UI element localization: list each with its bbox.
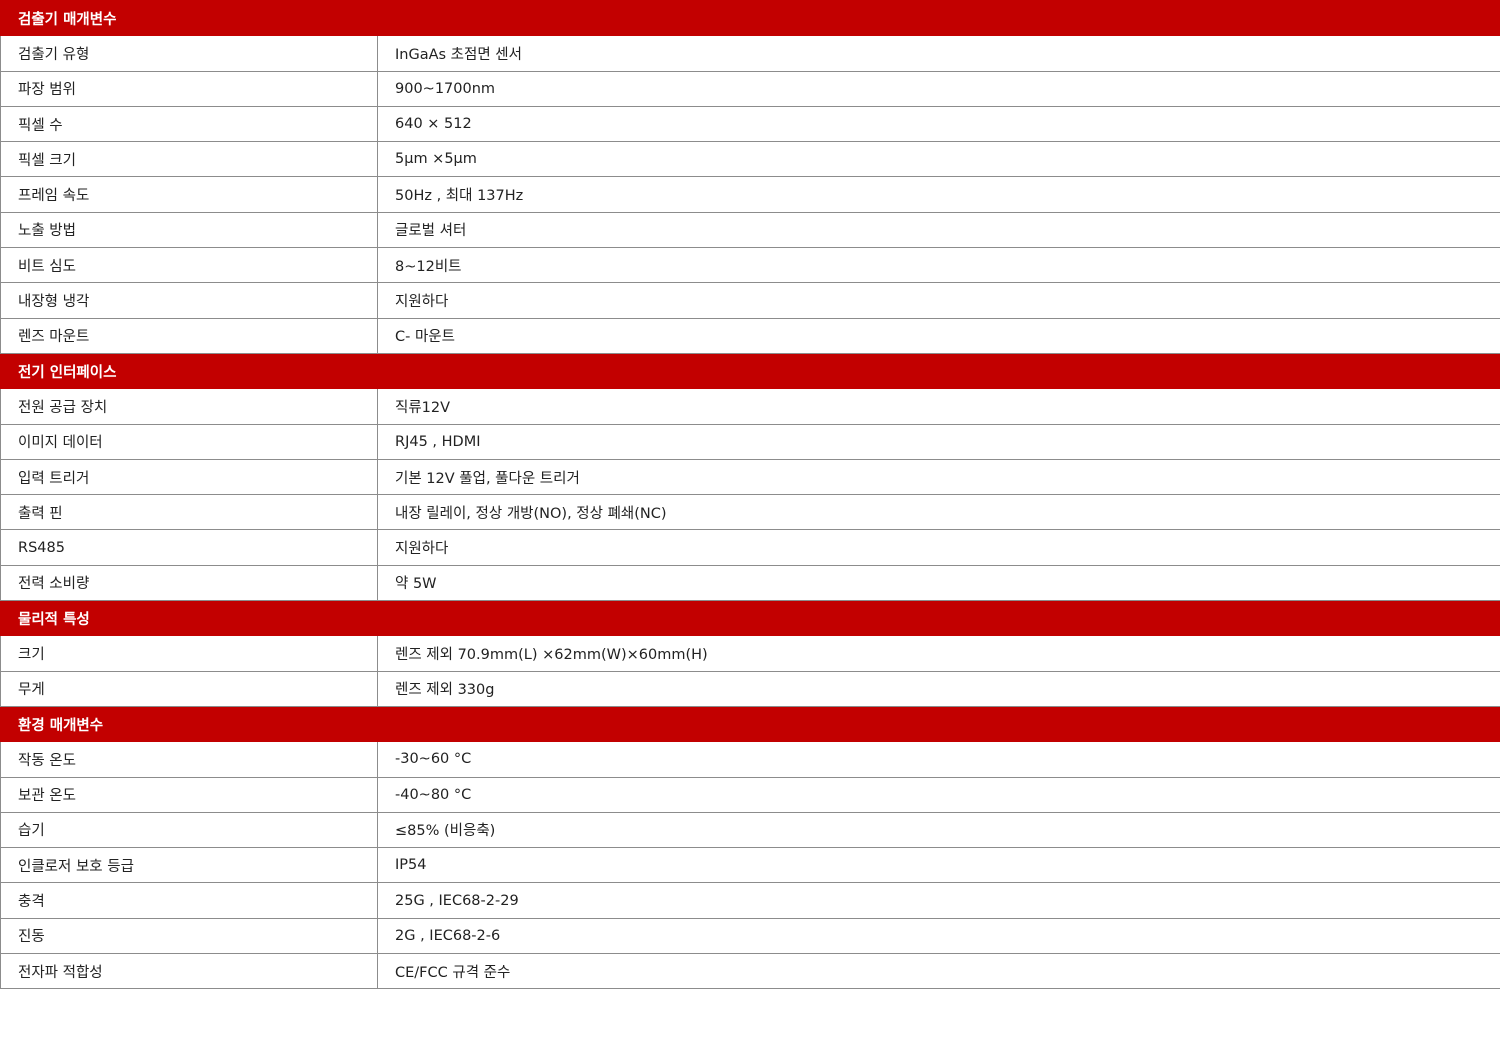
row-label: 진동	[0, 917, 378, 955]
row-label: 비트 심도	[0, 247, 378, 284]
row-label: 작동 온도	[0, 741, 378, 778]
table-row: 프레임 속도 50Hz , 최대 137Hz	[0, 176, 1500, 213]
row-label: 무게	[0, 670, 378, 707]
table-row: RS485 지원하다	[0, 529, 1500, 566]
table-row: 검출기 유형 InGaAs 초점면 센서	[0, 35, 1500, 72]
section-title: 검출기 매개변수	[0, 0, 1500, 37]
row-label: 출력 핀	[0, 494, 378, 531]
table-row: 출력 핀 내장 릴레이, 정상 개방(NO), 정상 폐쇄(NC)	[0, 494, 1500, 531]
row-label: 습기	[0, 811, 378, 849]
row-label: 입력 트리거	[0, 458, 378, 496]
spec-table-body: 검출기 매개변수 검출기 유형 InGaAs 초점면 센서 파장 범위 900~…	[0, 0, 1500, 990]
table-row: 크기 렌즈 제외 70.9mm(L) ×62mm(W)×60mm(H)	[0, 635, 1500, 672]
table-row: 전력 소비량 약 5W	[0, 564, 1500, 602]
row-label: 전자파 적합성	[0, 953, 378, 990]
row-label: 전력 소비량	[0, 564, 378, 602]
row-value: -40~80 °C	[377, 776, 1500, 813]
table-row: 파장 범위 900~1700nm	[0, 70, 1500, 107]
section-header-physical: 물리적 특성	[0, 600, 1500, 637]
row-label: 전원 공급 장치	[0, 388, 378, 425]
table-row: 전자파 적합성 CE/FCC 규격 준수	[0, 953, 1500, 990]
row-value: IP54	[377, 847, 1500, 884]
row-value: 렌즈 제외 70.9mm(L) ×62mm(W)×60mm(H)	[377, 635, 1500, 672]
row-value: 렌즈 제외 330g	[377, 670, 1500, 707]
row-label: 보관 온도	[0, 776, 378, 813]
row-value: 직류12V	[377, 388, 1500, 425]
row-value: 약 5W	[377, 564, 1500, 602]
table-row: 인클로저 보호 등급 IP54	[0, 847, 1500, 884]
table-row: 노출 방법 글로벌 셔터	[0, 211, 1500, 249]
row-value: 기본 12V 풀업, 풀다운 트리거	[377, 458, 1500, 496]
row-value: C- 마운트	[377, 317, 1500, 354]
row-label: 내장형 냉각	[0, 282, 378, 319]
table-row: 픽셀 수 640 × 512	[0, 105, 1500, 143]
row-value: 글로벌 셔터	[377, 211, 1500, 249]
table-row: 무게 렌즈 제외 330g	[0, 670, 1500, 707]
table-row: 픽셀 크기 5μm ×5μm	[0, 141, 1500, 178]
row-value: -30~60 °C	[377, 741, 1500, 778]
row-value: 50Hz , 최대 137Hz	[377, 176, 1500, 213]
table-row: 진동 2G , IEC68-2-6	[0, 917, 1500, 955]
table-row: 렌즈 마운트 C- 마운트	[0, 317, 1500, 354]
table-row: 비트 심도 8~12비트	[0, 247, 1500, 284]
row-value: CE/FCC 규격 준수	[377, 953, 1500, 990]
section-title: 환경 매개변수	[0, 705, 1500, 743]
row-value: 640 × 512	[377, 105, 1500, 143]
row-value: 지원하다	[377, 529, 1500, 566]
row-value: 내장 릴레이, 정상 개방(NO), 정상 폐쇄(NC)	[377, 494, 1500, 531]
section-header-electrical: 전기 인터페이스	[0, 352, 1500, 390]
row-value: 25G , IEC68-2-29	[377, 882, 1500, 919]
row-label: 충격	[0, 882, 378, 919]
row-label: 이미지 데이터	[0, 423, 378, 460]
row-value: ≤85% (비응축)	[377, 811, 1500, 849]
table-row: 충격 25G , IEC68-2-29	[0, 882, 1500, 919]
section-header-detector: 검출기 매개변수	[0, 0, 1500, 37]
spec-table: 검출기 매개변수 검출기 유형 InGaAs 초점면 센서 파장 범위 900~…	[0, 0, 1500, 990]
row-value: RJ45 , HDMI	[377, 423, 1500, 460]
row-label: 픽셀 수	[0, 105, 378, 143]
section-title: 전기 인터페이스	[0, 352, 1500, 390]
table-row: 내장형 냉각 지원하다	[0, 282, 1500, 319]
row-label: 크기	[0, 635, 378, 672]
row-label: 검출기 유형	[0, 35, 378, 72]
table-row: 보관 온도 -40~80 °C	[0, 776, 1500, 813]
section-title: 물리적 특성	[0, 600, 1500, 637]
row-label: 노출 방법	[0, 211, 378, 249]
section-header-environment: 환경 매개변수	[0, 705, 1500, 743]
row-label: 렌즈 마운트	[0, 317, 378, 354]
row-value: 지원하다	[377, 282, 1500, 319]
table-row: 작동 온도 -30~60 °C	[0, 741, 1500, 778]
row-value: 8~12비트	[377, 247, 1500, 284]
row-label: 픽셀 크기	[0, 141, 378, 178]
row-value: 900~1700nm	[377, 70, 1500, 107]
table-row: 입력 트리거 기본 12V 풀업, 풀다운 트리거	[0, 458, 1500, 496]
table-row: 이미지 데이터 RJ45 , HDMI	[0, 423, 1500, 460]
row-value: 2G , IEC68-2-6	[377, 917, 1500, 955]
table-row: 전원 공급 장치 직류12V	[0, 388, 1500, 425]
row-value: InGaAs 초점면 센서	[377, 35, 1500, 72]
row-label: 파장 범위	[0, 70, 378, 107]
row-value: 5μm ×5μm	[377, 141, 1500, 178]
row-label: RS485	[0, 529, 378, 566]
table-row: 습기 ≤85% (비응축)	[0, 811, 1500, 849]
row-label: 프레임 속도	[0, 176, 378, 213]
row-label: 인클로저 보호 등급	[0, 847, 378, 884]
